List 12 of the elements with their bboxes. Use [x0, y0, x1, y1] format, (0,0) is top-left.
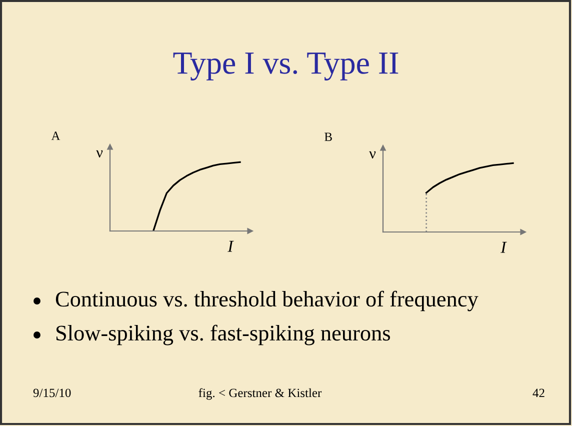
text: 9/15/10	[33, 388, 71, 398]
text: Continuous vs. threshold behavior of frequency	[56, 290, 478, 312]
x-axis-title: I	[500, 242, 507, 253]
text: Slow-spiking vs. fast-spiking neurons	[56, 324, 390, 346]
text: 42	[532, 388, 544, 398]
x-axis-title: I	[228, 240, 234, 252]
text: fig. < Gerstner & Kistler	[198, 388, 322, 400]
y-axis-title: ν	[369, 151, 376, 159]
y-axis-title: ν	[96, 150, 103, 158]
chart-title: A	[51, 132, 60, 140]
text: Type I vs. Type II	[173, 52, 398, 80]
chart-title: B	[324, 132, 332, 141]
